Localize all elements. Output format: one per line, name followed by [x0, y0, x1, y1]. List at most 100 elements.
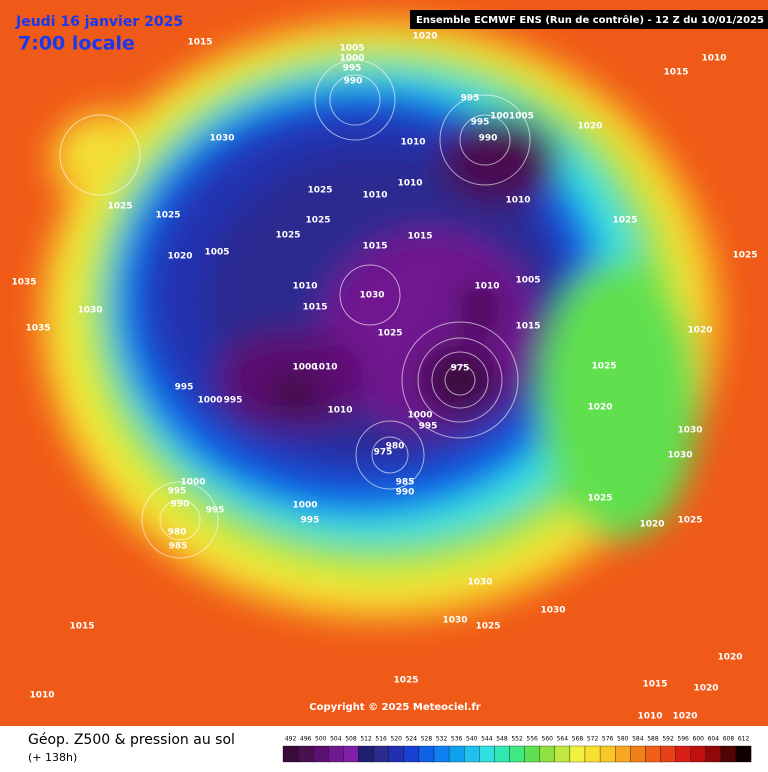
- colorbar-label: 576: [602, 736, 614, 743]
- isobar-label: 1030: [467, 578, 492, 588]
- isobar-label: 1010: [474, 282, 499, 292]
- isobar-label: 985: [396, 478, 415, 488]
- colorbar-label: 548: [496, 736, 508, 743]
- isobar-label: 1020: [412, 32, 437, 42]
- geopotential-field: [40, 20, 720, 620]
- isobar-label: 1020: [587, 403, 612, 413]
- colorbar-cell: [675, 745, 691, 763]
- colorbar-cell: [433, 745, 450, 763]
- isobar-label: 995: [168, 487, 187, 497]
- colorbar-cell: [343, 745, 359, 763]
- isobar-label: 1025: [591, 362, 616, 372]
- isobar-label: 1010: [701, 54, 726, 64]
- isobar-label: 995: [471, 118, 490, 128]
- isobar-label: 1005: [339, 44, 364, 54]
- isobar-label: 1015: [187, 38, 212, 48]
- colorbar-cell: [328, 745, 344, 763]
- isobar-label: 1020: [577, 122, 602, 132]
- colorbar-cell: [373, 745, 389, 763]
- colorbar-cell: [615, 745, 631, 763]
- isobar-label: 1015: [362, 242, 387, 252]
- isobar-label: 975: [451, 364, 470, 374]
- colorbar-label: 544: [481, 736, 493, 743]
- colorbar-cell: [720, 745, 737, 763]
- isobar-label: 985: [169, 542, 188, 552]
- isobar-label: 1025: [305, 216, 330, 226]
- colorbar-cell: [358, 745, 374, 763]
- isobar-label: 995: [224, 396, 243, 406]
- field-title: Géop. Z500 & pression au sol: [28, 732, 235, 748]
- colorbar-label: 520: [391, 736, 403, 743]
- colorbar-cell: [403, 745, 420, 763]
- isobar-label: 1030: [540, 606, 565, 616]
- colorbar-cell: [599, 745, 616, 763]
- colorbar-label: 536: [451, 736, 463, 743]
- isobar-label: 995: [343, 64, 362, 74]
- isobar-label: 995: [175, 383, 194, 393]
- colorbar-label: 492: [285, 736, 297, 743]
- isobar-labels: 1015102010051000995990101510101030995995…: [11, 32, 757, 722]
- colorbar-label: 524: [406, 736, 418, 743]
- isobar-label: 1020: [672, 712, 697, 722]
- isobar-label: 1030: [442, 616, 467, 626]
- isobar-label: 1010: [362, 191, 387, 201]
- isobar-label: 1000: [292, 363, 317, 373]
- isobar-label: 1025: [732, 251, 757, 261]
- isobar-label: 1020: [693, 684, 718, 694]
- colorbar-cell: [690, 745, 706, 763]
- isobar-label: 1000: [292, 501, 317, 511]
- date: Jeudi 16 janvier 2025: [15, 14, 183, 30]
- isobar-label: 1015: [663, 68, 688, 78]
- isobar-label: 1020: [687, 326, 712, 336]
- isobar-label: 1020: [639, 520, 664, 530]
- colorbar-label: 564: [557, 736, 569, 743]
- colorbar-cell: [282, 745, 299, 763]
- isobar-label: 1010: [505, 196, 530, 206]
- isobar-label: 1025: [275, 231, 300, 241]
- colorbar-cell: [630, 745, 646, 763]
- isobar-label: 1030: [77, 306, 102, 316]
- isobar-label: 1010: [400, 138, 425, 148]
- colorbar-label: 596: [677, 736, 689, 743]
- colorbar-label: 608: [723, 736, 735, 743]
- colorbar-label: 604: [708, 736, 720, 743]
- colorbar-cell: [297, 745, 314, 763]
- colorbar-label: 512: [360, 736, 372, 743]
- isobar-label: 1005: [515, 276, 540, 286]
- colorbar-label: 508: [345, 736, 357, 743]
- isobars: [59, 59, 531, 559]
- isobar-label: 1025: [612, 216, 637, 226]
- isobar-label: 1035: [11, 278, 36, 288]
- colorbar-cell: [584, 745, 601, 763]
- colorbar-cell: [479, 745, 495, 763]
- colorbar-cell: [448, 745, 465, 763]
- isobar-label: 1000: [197, 396, 222, 406]
- isobar-label: 1020: [167, 252, 192, 262]
- colorbar-label: 584: [632, 736, 644, 743]
- colorbar-label: 532: [436, 736, 448, 743]
- isobar-label: 995: [206, 506, 225, 516]
- lead-time: (+ 138h): [28, 751, 77, 764]
- colorbar-label: 556: [526, 736, 538, 743]
- colorbar-label: 540: [466, 736, 478, 743]
- colorbar: 492 496 500 504 508 512 516 520 524 528 532 536 540 5…: [282, 736, 752, 763]
- isobar-label: 1015: [407, 232, 432, 242]
- isobar-label: 1015: [302, 303, 327, 313]
- colorbar-cell: [539, 745, 555, 763]
- colorbar-label: 528: [421, 736, 433, 743]
- colorbar-cell: [494, 745, 510, 763]
- colorbar-cell: [418, 745, 435, 763]
- run-box: [410, 10, 768, 29]
- isobar-label: 1025: [587, 494, 612, 504]
- run-info: Ensemble ECMWF ENS (Run de contrôle) - 1…: [416, 14, 764, 26]
- isobar-label: 980: [168, 528, 187, 538]
- colorbar-cell: [313, 745, 329, 763]
- isobar-label: 990: [171, 500, 190, 510]
- colorbar-label: 588: [647, 736, 659, 743]
- isobar-label: 1020: [717, 653, 742, 663]
- isobar-label: 1010: [327, 406, 352, 416]
- isobar-label: 1010: [292, 282, 317, 292]
- isobar-label: 995: [301, 516, 320, 526]
- isobar-label: 1015: [515, 322, 540, 332]
